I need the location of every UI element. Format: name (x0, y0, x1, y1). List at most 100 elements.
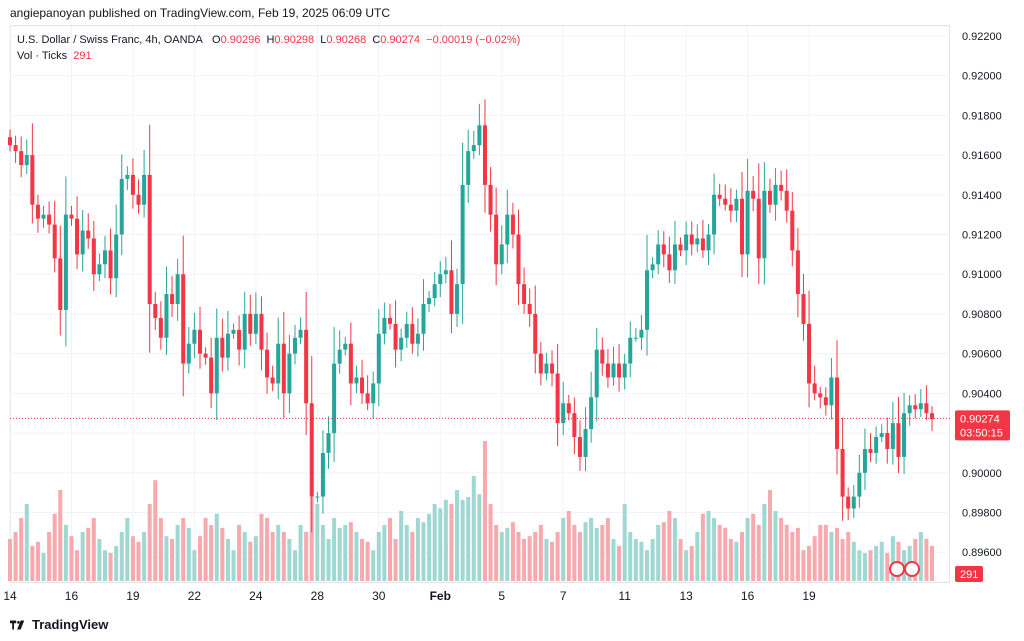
candle-body (851, 496, 856, 509)
candle-body (438, 274, 443, 285)
candle-body (678, 244, 683, 251)
volume-bar (47, 532, 52, 581)
candle-body (270, 377, 275, 384)
candle-body (684, 234, 689, 251)
candle-body (605, 363, 610, 378)
candle-body (231, 329, 236, 334)
candle-body (622, 363, 627, 378)
candle-body (259, 313, 264, 350)
candle-body (387, 317, 392, 324)
volume-bar (656, 525, 661, 581)
volume-bar (125, 518, 130, 581)
candle-body (343, 343, 348, 350)
volume-bar (326, 539, 331, 581)
volume-bar (13, 532, 18, 581)
candle-body (617, 363, 622, 378)
volume-bar (751, 513, 756, 581)
time-tick-label: 7 (560, 589, 567, 603)
volume-bar (427, 513, 432, 581)
open-value: 0.90296 (220, 34, 261, 46)
volume-bar (371, 550, 376, 581)
candle-body (292, 337, 297, 354)
volume-bar (522, 539, 527, 581)
candle-body (779, 184, 784, 191)
volume-bar (661, 522, 666, 581)
candle-body (449, 270, 454, 314)
volume-bar (164, 536, 169, 581)
candle-body (723, 198, 728, 205)
last-volume-label: 291 (960, 569, 978, 581)
ohlc-legend: U.S. Dollar / Swiss Franc, 4h, OANDA O0.… (17, 34, 520, 46)
volume-bar (834, 527, 840, 581)
candle-body (494, 214, 499, 265)
volume-bar (913, 539, 918, 581)
volume-bar (231, 550, 236, 581)
volume-bar (494, 525, 499, 581)
candle-body (119, 178, 124, 235)
last-volume-badge (955, 566, 983, 582)
volume-bar (728, 539, 733, 581)
candle-body (929, 413, 935, 420)
volume-bar (387, 518, 392, 581)
us-flag-icon (889, 561, 905, 577)
candle-body (393, 323, 398, 350)
volume-bar (360, 539, 365, 581)
volume-bar (63, 525, 68, 581)
candle-body (102, 250, 108, 265)
volume-bar (745, 518, 750, 581)
candle-body (276, 343, 281, 384)
candle-body (767, 190, 772, 205)
volume-bar (197, 536, 202, 581)
candle-body (728, 204, 733, 211)
candle-body (695, 238, 700, 245)
last-price-label: 0.90274 (960, 413, 1000, 425)
volume-bar (840, 539, 845, 581)
volume-bar (315, 504, 320, 581)
candle-body (902, 413, 907, 457)
candle-body (706, 234, 711, 251)
candle-body (214, 337, 219, 394)
volume-bar (807, 546, 812, 581)
low-label: L (320, 34, 327, 46)
candle-body (924, 403, 929, 414)
candle-body (421, 304, 426, 334)
candle-body (879, 433, 884, 438)
volume-bar (779, 518, 784, 581)
time-tick-label: 19 (126, 589, 140, 603)
volume-bar (790, 532, 795, 581)
volume-bar (237, 525, 242, 581)
volume-bar (594, 527, 599, 581)
candle-body (913, 405, 918, 410)
time-tick-label: 30 (372, 589, 386, 603)
volume-bar (773, 511, 778, 581)
candle-body (846, 496, 851, 509)
candle-body (30, 155, 35, 205)
candle-body (399, 337, 404, 350)
candle-body (795, 250, 800, 295)
time-tick-label: 11 (618, 589, 631, 603)
tradingview-brand: TradingView (32, 617, 109, 632)
volume-bar (672, 518, 677, 581)
tradingview-footer[interactable]: TradingView (10, 617, 108, 632)
candle-body (320, 452, 325, 497)
volume-bar (320, 525, 325, 581)
candle-body (505, 214, 510, 245)
volume-bar (583, 522, 588, 581)
volume-bar (415, 518, 420, 581)
volume-bar (695, 532, 700, 581)
symbol-title: U.S. Dollar / Swiss Franc, 4h, OANDA (17, 34, 203, 46)
candle-body (566, 403, 571, 414)
close-value: 0.90274 (380, 34, 421, 46)
volume-bar (605, 518, 610, 581)
volume-bar (633, 539, 638, 581)
volume-bar (376, 532, 381, 581)
candle-body (432, 284, 437, 299)
candle-body (332, 363, 337, 434)
volume-bar (622, 504, 627, 581)
volume-bar (292, 550, 297, 581)
volume-bar (488, 504, 493, 581)
price-tick-label: 0.90000 (962, 468, 1002, 480)
candle-body (225, 333, 230, 358)
candle-body (918, 403, 923, 410)
